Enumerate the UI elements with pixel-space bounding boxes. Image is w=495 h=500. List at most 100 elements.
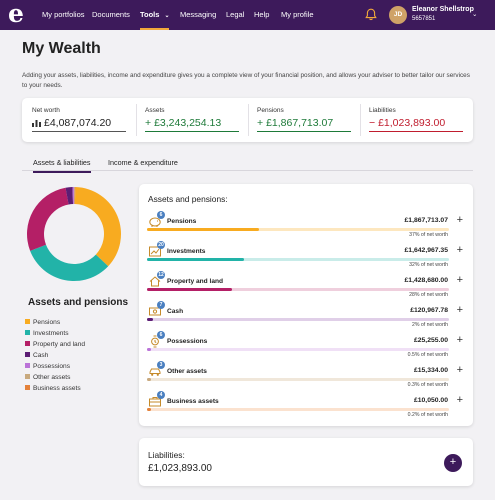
asset-name: Pensions bbox=[167, 218, 197, 225]
legend-swatch bbox=[25, 362, 30, 368]
nav-tools-label: Tools bbox=[140, 10, 160, 19]
progress-track bbox=[147, 378, 449, 381]
net-worth-percentage: 0.5% of net worth bbox=[407, 352, 448, 358]
add-other-asset-button[interactable]: + bbox=[456, 364, 463, 376]
plus-sign: + bbox=[257, 117, 264, 129]
minus-sign: − bbox=[369, 117, 376, 129]
donut-slice-cash bbox=[65, 187, 74, 205]
user-name[interactable]: Eleanor Shellstrop bbox=[412, 6, 474, 13]
net-worth-percentage: 2% of net worth bbox=[411, 322, 448, 328]
watch-icon bbox=[151, 335, 159, 348]
asset-row-other-assets[interactable]: 3 Other assets £15,334.00 + 0.3% of net … bbox=[139, 361, 473, 392]
tab-income-expenditure[interactable]: Income & expenditure bbox=[108, 158, 178, 167]
net-worth-underline bbox=[32, 131, 126, 132]
add-business-asset-button[interactable]: + bbox=[456, 394, 463, 406]
add-pension-button[interactable]: + bbox=[456, 214, 463, 226]
asset-row-business-assets[interactable]: 4 Business assets £10,050.00 + 0.2% of n… bbox=[139, 391, 473, 422]
nav-my-portfolios[interactable]: My portfolios bbox=[42, 10, 85, 19]
add-investment-button[interactable]: + bbox=[456, 244, 463, 256]
donut-slice-property-and-land bbox=[26, 187, 69, 251]
asset-name: Other assets bbox=[167, 368, 207, 375]
nav-help[interactable]: Help bbox=[254, 10, 270, 19]
legend-swatch bbox=[25, 329, 30, 335]
count-badge: 4 bbox=[157, 391, 165, 399]
wealth-summary-card: Net worth £4,087,074.20 Assets + £3,243,… bbox=[22, 98, 473, 142]
pensions-underline bbox=[257, 131, 351, 132]
donut-slice-business-assets bbox=[74, 187, 76, 205]
nav-tools[interactable]: Tools ⌄ bbox=[140, 0, 170, 30]
legend-item-possessions: Possessions bbox=[25, 362, 71, 370]
net-worth-percentage: 0.3% of net worth bbox=[407, 382, 448, 388]
pensions-label: Pensions bbox=[257, 107, 284, 114]
count-badge: 7 bbox=[157, 301, 165, 309]
page-title: My Wealth bbox=[22, 40, 101, 57]
nav-documents[interactable]: Documents bbox=[92, 10, 130, 19]
tab-assets-liabilities[interactable]: Assets & liabilities bbox=[33, 158, 91, 173]
legend-swatch bbox=[25, 318, 30, 324]
asset-name: Investments bbox=[167, 248, 206, 255]
net-worth-label: Net worth bbox=[32, 107, 60, 114]
progress-track bbox=[147, 288, 449, 291]
liabilities-card-value: £1,023,893.00 bbox=[148, 463, 212, 474]
liabilities-underline bbox=[369, 131, 463, 132]
legend-item-pensions: Pensions bbox=[25, 318, 61, 326]
assets-card-title: Assets and pensions: bbox=[148, 194, 228, 204]
progress-fill bbox=[147, 378, 151, 381]
count-badge: 6 bbox=[157, 211, 165, 219]
legend-swatch bbox=[25, 340, 30, 346]
progress-fill bbox=[147, 258, 244, 261]
legend-label: Possessions bbox=[33, 363, 71, 370]
progress-fill bbox=[147, 348, 151, 351]
count-badge: 20 bbox=[157, 241, 165, 249]
asset-name: Cash bbox=[167, 308, 184, 315]
nav-legal[interactable]: Legal bbox=[226, 10, 245, 19]
legend-label: Other assets bbox=[33, 374, 71, 381]
asset-value: £1,867,713.07 bbox=[404, 217, 448, 224]
asset-row-cash[interactable]: 7 Cash £120,967.78 + 2% of net worth bbox=[139, 301, 473, 332]
asset-row-property-and-land[interactable]: 12 Property and land £1,428,680.00 + 28%… bbox=[139, 271, 473, 302]
progress-track bbox=[147, 258, 449, 261]
nav-my-profile[interactable]: My profile bbox=[281, 10, 314, 19]
chart-icon bbox=[149, 246, 161, 257]
briefcase-icon bbox=[149, 397, 161, 407]
add-property-button[interactable]: + bbox=[456, 274, 463, 286]
asset-row-possessions[interactable]: 6 Possessions £25,255.00 + 0.5% of net w… bbox=[139, 331, 473, 362]
assets-donut-chart bbox=[26, 187, 121, 281]
asset-value: £15,334.00 bbox=[413, 367, 448, 374]
top-navigation-bar: e My portfolios Documents Tools ⌄ Messagi… bbox=[0, 0, 495, 30]
asset-row-pensions[interactable]: 6 Pensions £1,867,713.07 + 37% of net wo… bbox=[139, 211, 473, 242]
count-badge: 3 bbox=[157, 361, 165, 369]
legend-swatch bbox=[25, 373, 30, 379]
user-id: 5657851 bbox=[412, 16, 436, 22]
assets-underline bbox=[145, 131, 239, 132]
brand-logo[interactable]: e bbox=[8, 0, 24, 28]
add-liability-button[interactable]: + bbox=[444, 454, 462, 472]
bar-chart-icon bbox=[32, 120, 41, 127]
count-badge: 6 bbox=[157, 331, 165, 339]
progress-fill bbox=[147, 288, 232, 291]
bell-icon[interactable] bbox=[365, 8, 377, 21]
legend-item-investments: Investments bbox=[25, 329, 69, 337]
legend-label: Pensions bbox=[33, 319, 61, 326]
legend-swatch bbox=[25, 384, 30, 390]
legend-label: Business assets bbox=[33, 385, 81, 392]
liabilities-label: Liabilities bbox=[369, 107, 396, 114]
liabilities-card-title: Liabilities: bbox=[148, 450, 185, 460]
legend-label: Property and land bbox=[33, 341, 86, 348]
net-worth-percentage: 28% of net worth bbox=[409, 292, 448, 298]
chevron-down-icon[interactable]: ⌄ bbox=[472, 11, 478, 18]
progress-track bbox=[147, 228, 449, 231]
avatar[interactable]: JD bbox=[389, 6, 407, 24]
net-worth-percentage: 37% of net worth bbox=[409, 232, 448, 238]
asset-name: Possessions bbox=[167, 338, 208, 345]
add-possession-button[interactable]: + bbox=[456, 334, 463, 346]
nav-messaging[interactable]: Messaging bbox=[180, 10, 217, 19]
liabilities-amount: £1,023,893.00 bbox=[378, 117, 446, 129]
net-worth-percentage: 32% of net worth bbox=[409, 262, 448, 268]
asset-value: £120,967.78 bbox=[410, 307, 448, 314]
pensions-value: + £1,867,713.07 bbox=[257, 117, 333, 129]
donut-slice-other-assets bbox=[73, 187, 75, 205]
liabilities-value: − £1,023,893.00 bbox=[369, 117, 445, 129]
asset-row-investments[interactable]: 20 Investments £1,642,967.35 + 32% of ne… bbox=[139, 241, 473, 272]
add-cash-button[interactable]: + bbox=[456, 304, 463, 316]
